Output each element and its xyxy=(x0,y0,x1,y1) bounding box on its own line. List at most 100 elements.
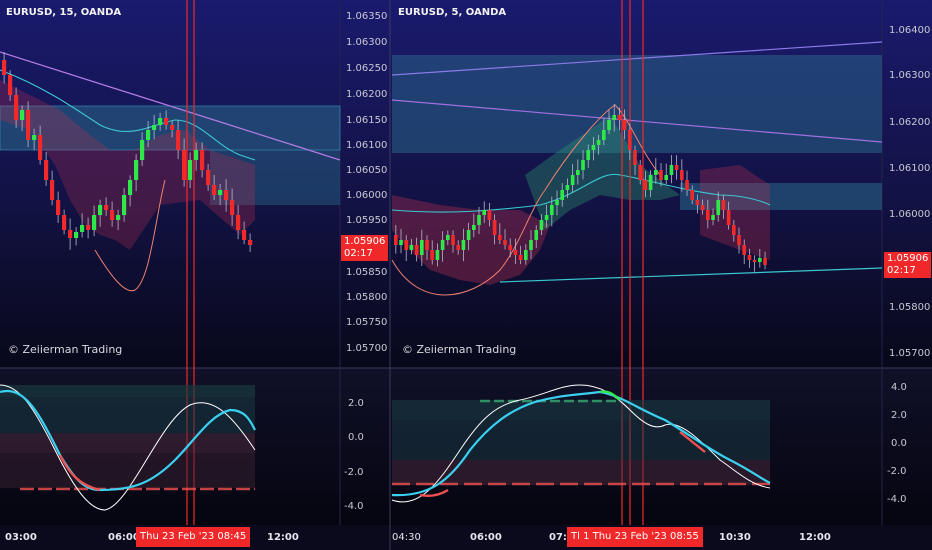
supply-zone xyxy=(680,183,882,210)
bullish-candle xyxy=(581,160,585,170)
bullish-candle xyxy=(32,135,37,140)
bullish-candle xyxy=(435,250,440,260)
candle-countdown: 02:17 xyxy=(887,265,916,276)
bullish-candle xyxy=(80,225,85,232)
left-chart-title: EURUSD, 15, OANDA xyxy=(6,7,122,18)
time-tick: 06:00 xyxy=(108,532,140,543)
crosshair-time-label: Tl 1 Thu 23 Feb '23 08:55 xyxy=(567,527,703,547)
bearish-candle xyxy=(498,235,502,240)
bearish-candle xyxy=(685,180,689,190)
bearish-candle xyxy=(68,230,73,238)
supply-zone xyxy=(392,55,882,153)
bullish-cloud xyxy=(525,115,680,230)
bullish-candle xyxy=(596,140,601,145)
bullish-candle xyxy=(591,145,596,150)
bearish-candle xyxy=(430,250,435,260)
bullish-candle xyxy=(555,200,559,205)
bearish-candle xyxy=(86,225,91,230)
bullish-candle xyxy=(550,205,554,215)
supply-zone xyxy=(210,150,340,205)
bullish-candle xyxy=(409,245,414,250)
bearish-candle xyxy=(110,210,115,220)
bearish-candle xyxy=(212,185,217,195)
bullish-candle xyxy=(440,240,445,250)
bearish-candle xyxy=(492,220,497,235)
bullish-candle xyxy=(472,225,476,230)
bearish-candle xyxy=(8,75,13,95)
bearish-candle xyxy=(737,235,741,245)
price-tick: 1.06050 xyxy=(346,165,388,176)
bearish-candle xyxy=(394,235,398,245)
bullish-candle xyxy=(758,258,762,262)
osc-tick: -4.0 xyxy=(887,494,907,505)
bearish-candle xyxy=(513,250,518,255)
bearish-candle xyxy=(404,240,409,250)
bearish-candle xyxy=(659,170,663,180)
time-tick: 04:30 xyxy=(392,532,421,543)
bearish-candle xyxy=(170,125,175,130)
bullish-candle xyxy=(607,120,611,130)
bullish-candle xyxy=(669,165,674,175)
osc-tick: 2.0 xyxy=(348,398,364,409)
bearish-candle xyxy=(633,150,637,165)
bullish-candle xyxy=(128,180,133,195)
bearish-candle xyxy=(643,180,648,190)
bearish-candle xyxy=(747,255,752,260)
trendline xyxy=(391,41,883,76)
price-tick: 1.06350 xyxy=(346,11,388,22)
bullish-candle xyxy=(158,118,163,125)
current-price-label: 1.05906 02:17 xyxy=(341,235,389,261)
time-tick: 10:30 xyxy=(719,532,751,543)
bullish-candle xyxy=(544,215,549,220)
price-tick: 1.05950 xyxy=(346,215,388,226)
bearish-candle xyxy=(674,165,679,170)
left-watermark: © Zeiierman Trading xyxy=(8,343,123,356)
price-tick: 1.06150 xyxy=(346,115,388,126)
bearish-candle xyxy=(695,200,700,205)
bearish-candle xyxy=(732,225,736,235)
osc-tick: -4.0 xyxy=(344,501,364,512)
bearish-candle xyxy=(638,165,643,180)
bullish-candle xyxy=(539,220,544,230)
bullish-candle xyxy=(146,130,151,140)
bullish-candle xyxy=(576,170,580,175)
bullish-candle xyxy=(482,210,487,215)
bearish-candle xyxy=(56,200,61,215)
bullish-candle xyxy=(20,110,25,120)
bearish-candle xyxy=(414,245,419,255)
bullish-candle xyxy=(399,240,403,245)
trendline xyxy=(391,99,883,143)
time-tick: 07: xyxy=(549,532,567,543)
bearish-candle xyxy=(487,210,492,220)
moving-average xyxy=(391,173,771,213)
bullish-candle xyxy=(716,200,721,215)
bullish-candle xyxy=(446,235,450,240)
price-tick: 1.05750 xyxy=(346,317,388,328)
bearish-candle xyxy=(14,95,19,120)
bearish-candle xyxy=(622,120,627,130)
bullish-candle xyxy=(188,160,193,180)
bearish-candle xyxy=(38,135,43,160)
price-tick: 1.06400 xyxy=(889,25,931,36)
price-tick: 1.05800 xyxy=(889,302,931,313)
bullish-candle xyxy=(74,232,79,238)
bullish-candle xyxy=(586,150,591,160)
crosshair-time-label: Thu 23 Feb '23 08:45 xyxy=(136,527,251,547)
left-candles xyxy=(2,52,253,252)
bearish-candle xyxy=(690,190,695,200)
bearish-candle xyxy=(176,130,181,150)
bearish-candle xyxy=(456,245,461,250)
bullish-candle xyxy=(134,160,139,180)
price-tick: 1.06000 xyxy=(889,209,931,220)
bearish-candle xyxy=(752,260,757,262)
moving-average xyxy=(0,69,256,161)
price-tick: 1.05700 xyxy=(346,343,388,354)
bearish-candle xyxy=(518,255,523,260)
bearish-candle xyxy=(182,150,187,180)
bearish-candle xyxy=(503,240,507,245)
time-tick: 12:00 xyxy=(267,532,299,543)
bullish-candle xyxy=(152,125,157,130)
left-oscillator xyxy=(0,384,256,511)
bullish-candle xyxy=(524,250,528,260)
